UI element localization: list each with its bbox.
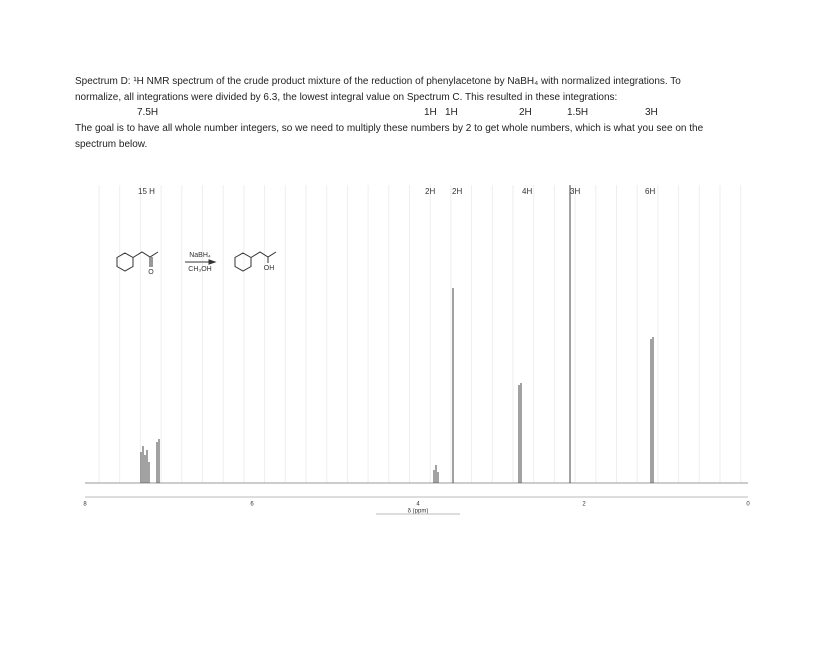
- integration: 3H: [570, 187, 580, 196]
- scheme-labels: O NaBH₄ CH₃OH OH: [148, 252, 274, 276]
- atom-label: OH: [264, 265, 275, 272]
- integration: 2H: [452, 187, 462, 196]
- reaction-scheme: [116, 251, 277, 272]
- integration: 1H: [445, 107, 458, 118]
- text-line: normalize, all integrations were divided…: [75, 92, 618, 103]
- text-line: spectrum below.: [75, 139, 148, 150]
- tick-label: 2: [582, 502, 586, 508]
- text-line: Spectrum D: ¹H NMR spectrum of the crude…: [75, 76, 681, 87]
- integration: 4H: [522, 187, 532, 196]
- reagent: CH₃OH: [188, 266, 211, 273]
- tick-label: 6: [250, 502, 254, 508]
- reagent: NaBH₄: [189, 252, 211, 259]
- integration: 15 H: [138, 187, 155, 196]
- atom-label: O: [148, 269, 154, 276]
- integration: 2H: [425, 187, 435, 196]
- axis-labels: 8 6 4 2 0 δ (ppm): [83, 502, 750, 515]
- axis-title: δ (ppm): [408, 509, 429, 515]
- integration: 2H: [519, 107, 532, 118]
- integration-labels: 15 H 2H 2H 4H 3H 6H: [138, 187, 655, 196]
- peaks: [85, 185, 748, 484]
- integration: 6H: [645, 187, 655, 196]
- tick-label: 8: [83, 502, 87, 508]
- integration: 3H: [645, 107, 658, 118]
- tick-label: 4: [416, 502, 420, 508]
- text-line: The goal is to have all whole number int…: [75, 123, 704, 134]
- integration: 1H: [424, 107, 437, 118]
- grid: [98, 185, 742, 483]
- integration: 7.5H: [137, 107, 159, 118]
- integration: 1.5H: [567, 107, 589, 118]
- tick-label: 0: [746, 502, 750, 508]
